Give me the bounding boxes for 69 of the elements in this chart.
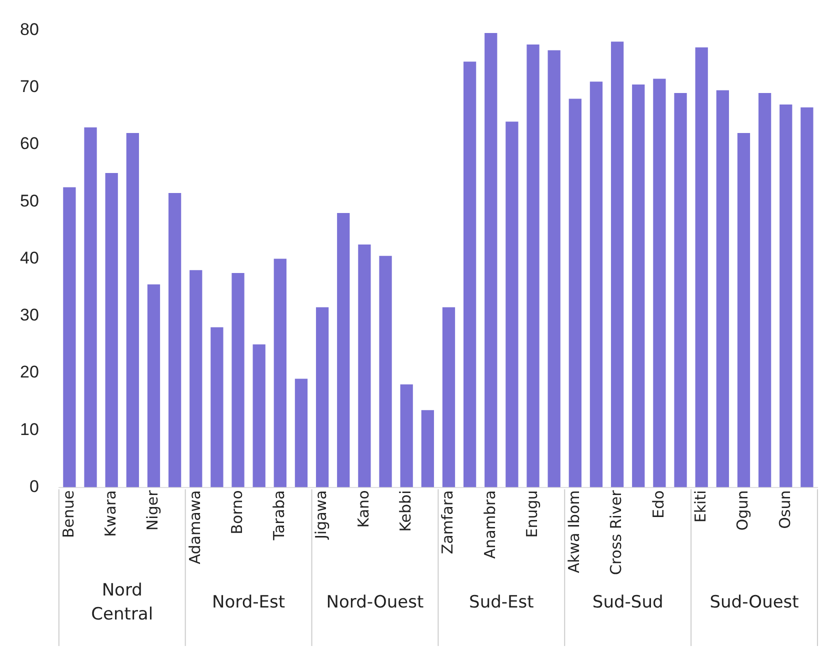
bar	[84, 127, 97, 488]
x-tick-label: Anambra	[480, 490, 499, 559]
text: Nord-Ouest	[326, 592, 424, 612]
x-tick-label: Ogun	[734, 490, 752, 531]
bar	[716, 90, 729, 488]
x-tick-label: Benue	[59, 490, 78, 538]
y-tick-label: 80	[20, 20, 39, 39]
bar	[737, 133, 750, 488]
y-tick-label: 40	[20, 248, 39, 268]
bar	[168, 193, 182, 488]
bar	[758, 93, 772, 488]
text: Sud-Ouest	[710, 592, 800, 612]
bar	[400, 384, 413, 488]
bar	[632, 84, 645, 488]
bar	[780, 104, 792, 488]
x-tick-label: Jigawa	[312, 490, 330, 540]
bar	[274, 258, 286, 488]
bar	[252, 344, 266, 488]
y-tick-label: 60	[20, 134, 39, 154]
x-tick-label: Kebbi	[396, 490, 414, 532]
x-tick-label: Taraba	[270, 490, 288, 542]
x-tick-label: Adamawa	[186, 490, 204, 564]
x-tick-label: Edo	[649, 490, 668, 518]
x-tick-label: Enugu	[522, 490, 541, 538]
bar	[463, 62, 476, 488]
bar	[568, 98, 582, 488]
text: Sud-Est	[469, 592, 534, 612]
text: Nord Central	[91, 580, 154, 624]
x-tick-label: Cross River	[607, 489, 626, 575]
x-tick-label: Kwara	[101, 490, 120, 537]
bar	[442, 307, 456, 488]
x-tick-label: Zamfara	[438, 490, 457, 554]
bar	[294, 378, 308, 488]
bar	[590, 82, 603, 488]
bar	[210, 327, 224, 488]
bar	[358, 244, 371, 488]
bar	[190, 270, 202, 488]
bar	[337, 213, 350, 488]
y-tick-label: 30	[20, 306, 39, 325]
text: Nord-Est	[212, 592, 286, 612]
text: Sud-Sud	[592, 592, 664, 612]
bar	[126, 133, 139, 488]
y-tick-label: 10	[20, 420, 39, 439]
x-tick-label: Ekiti	[691, 490, 710, 523]
x-tick-label: Osun	[776, 490, 794, 529]
bar	[147, 284, 160, 488]
bar	[63, 187, 76, 488]
x-tick-label: Akwa Ibom	[565, 490, 584, 574]
x-tick-label: Kano	[354, 490, 372, 528]
y-tick-label: 50	[20, 191, 39, 210]
bar	[548, 50, 560, 488]
y-tick-label: 0	[29, 476, 39, 496]
bar	[526, 44, 540, 488]
y-tick-label: 70	[20, 77, 39, 96]
bar	[674, 93, 687, 488]
bar	[105, 173, 118, 488]
bar	[800, 107, 814, 488]
bar	[232, 273, 244, 488]
bar	[695, 47, 708, 488]
bar	[379, 256, 392, 488]
bar	[610, 42, 624, 488]
bar	[506, 122, 518, 488]
x-tick-label: Borno	[228, 490, 246, 534]
bar	[484, 33, 498, 488]
bar	[316, 307, 329, 488]
x-tick-label: Niger	[144, 489, 162, 531]
y-tick-label: 20	[20, 362, 39, 382]
bar	[653, 78, 666, 488]
bar	[421, 410, 434, 488]
